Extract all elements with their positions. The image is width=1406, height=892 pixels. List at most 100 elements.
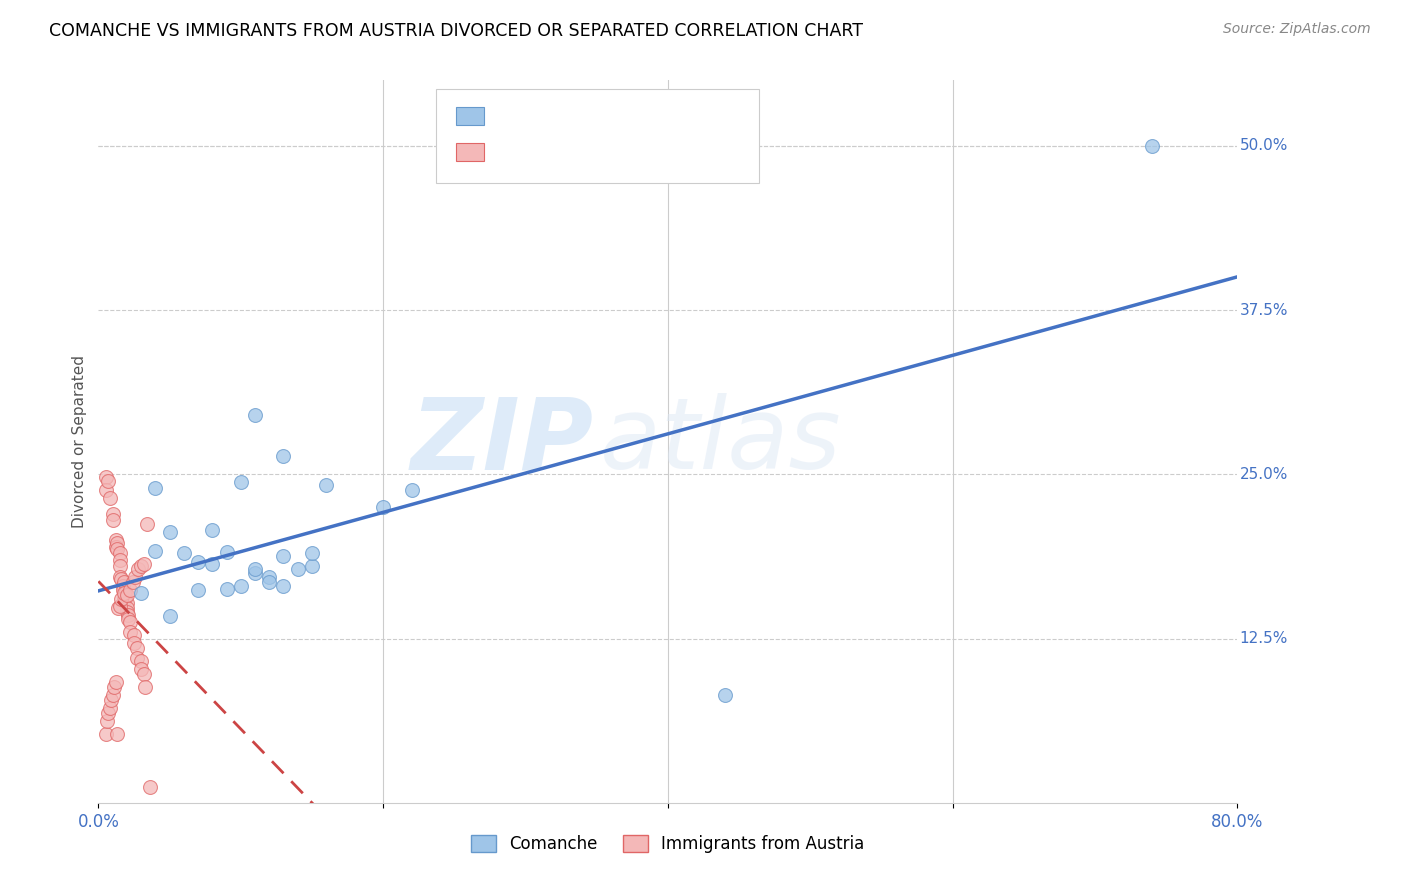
Point: [243, 409, 266, 423]
Point: [315, 478, 337, 492]
Point: [97, 706, 120, 721]
Point: [101, 513, 124, 527]
Text: Source: ZipAtlas.com: Source: ZipAtlas.com: [1223, 22, 1371, 37]
Point: [115, 601, 138, 615]
Point: [104, 675, 127, 690]
Text: atlas: atlas: [599, 393, 841, 490]
Point: [105, 542, 128, 557]
Point: [97, 474, 120, 488]
Point: [101, 688, 124, 702]
Text: N =: N =: [586, 109, 623, 123]
Text: 50.0%: 50.0%: [1240, 138, 1288, 153]
Point: [96, 714, 118, 729]
Point: [125, 651, 148, 665]
Legend: Comanche, Immigrants from Austria: Comanche, Immigrants from Austria: [464, 828, 872, 860]
Point: [98, 491, 121, 505]
Point: [100, 693, 122, 707]
Point: [187, 582, 209, 597]
Point: [229, 475, 252, 490]
Point: [135, 517, 157, 532]
Point: [125, 640, 148, 655]
Point: [114, 585, 136, 599]
Text: 58: 58: [624, 145, 647, 159]
Text: 0.032: 0.032: [531, 145, 582, 159]
Point: [110, 573, 132, 587]
Point: [273, 579, 295, 593]
Point: [145, 543, 167, 558]
Point: [215, 582, 238, 596]
Point: [129, 654, 152, 668]
Point: [101, 507, 124, 521]
Point: [98, 701, 121, 715]
Point: [115, 596, 138, 610]
Point: [114, 592, 136, 607]
Point: [243, 562, 266, 576]
Point: [112, 592, 135, 607]
Text: 25.0%: 25.0%: [1240, 467, 1288, 482]
Point: [115, 605, 138, 619]
Point: [115, 588, 138, 602]
Text: ZIP: ZIP: [411, 393, 593, 490]
Point: [301, 559, 323, 574]
Text: 30: 30: [624, 109, 647, 123]
Point: [1140, 139, 1163, 153]
Point: [94, 470, 117, 484]
Point: [105, 727, 128, 741]
Point: [118, 582, 141, 597]
Point: [111, 582, 134, 597]
Point: [229, 579, 252, 593]
Point: [301, 546, 323, 560]
Point: [401, 483, 423, 497]
Point: [105, 535, 128, 549]
Point: [108, 570, 131, 584]
Point: [187, 555, 209, 569]
Point: [94, 727, 117, 741]
Point: [111, 579, 134, 593]
Point: [145, 481, 167, 495]
Point: [124, 570, 146, 584]
Point: [122, 627, 145, 641]
Point: [373, 500, 395, 515]
Text: N =: N =: [586, 145, 623, 159]
Point: [108, 559, 131, 574]
Point: [138, 780, 160, 794]
Point: [104, 533, 127, 547]
Point: [117, 607, 139, 622]
Point: [173, 546, 195, 560]
Point: [287, 562, 309, 576]
Point: [159, 609, 181, 624]
Point: [117, 612, 139, 626]
Point: [103, 680, 125, 694]
Point: [159, 525, 181, 540]
Point: [714, 688, 737, 702]
Point: [112, 575, 135, 590]
Point: [104, 540, 127, 554]
Point: [108, 599, 131, 613]
Point: [108, 553, 131, 567]
Point: [273, 449, 295, 463]
Point: [108, 546, 131, 560]
Point: [121, 575, 143, 590]
Point: [243, 566, 266, 580]
Text: R =: R =: [492, 145, 527, 159]
Point: [132, 667, 155, 681]
Point: [132, 557, 155, 571]
Point: [110, 592, 132, 607]
Point: [134, 680, 156, 694]
Point: [215, 545, 238, 559]
Point: [129, 585, 152, 599]
Point: [201, 557, 224, 571]
Text: R =: R =: [492, 109, 527, 123]
Text: 0.677: 0.677: [531, 109, 582, 123]
Point: [259, 575, 281, 590]
Point: [129, 559, 152, 574]
Point: [94, 483, 117, 497]
Y-axis label: Divorced or Separated: Divorced or Separated: [72, 355, 87, 528]
Point: [201, 523, 224, 537]
Text: COMANCHE VS IMMIGRANTS FROM AUSTRIA DIVORCED OR SEPARATED CORRELATION CHART: COMANCHE VS IMMIGRANTS FROM AUSTRIA DIVO…: [49, 22, 863, 40]
Point: [259, 570, 281, 584]
Point: [273, 549, 295, 563]
Text: 37.5%: 37.5%: [1240, 302, 1288, 318]
Point: [107, 601, 129, 615]
Point: [127, 562, 149, 576]
